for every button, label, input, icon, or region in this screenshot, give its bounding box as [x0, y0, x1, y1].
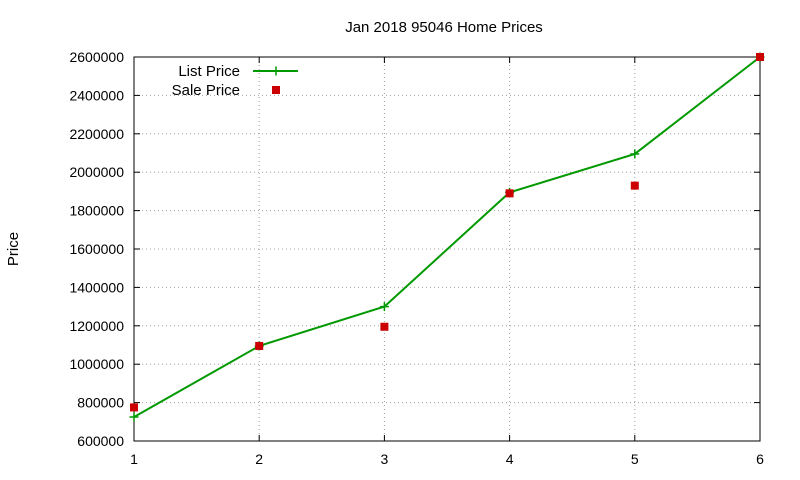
list-price-point	[630, 149, 640, 159]
y-axis-label: Price	[5, 232, 22, 266]
list-price-line	[133, 56, 761, 418]
x-tick-label: 5	[631, 451, 639, 467]
sale-price-point	[630, 181, 639, 190]
x-tick-label: 4	[506, 451, 514, 467]
y-tick-label: 2600000	[69, 49, 124, 65]
y-tick-label: 1400000	[69, 279, 124, 295]
series-1	[130, 53, 764, 412]
chart-title: Jan 2018 95046 Home Prices	[345, 19, 543, 36]
series-layer	[129, 52, 765, 422]
y-tick-label: 2200000	[69, 126, 124, 142]
y-tick-label: 600000	[77, 433, 124, 449]
y-tick-label: 2000000	[69, 164, 124, 180]
list-price-point	[271, 66, 281, 76]
y-tick-label: 2400000	[69, 87, 124, 103]
x-tick-label: 6	[756, 451, 764, 467]
sale-price-point	[756, 53, 764, 61]
legend-square-swatch	[272, 86, 280, 94]
series-0	[129, 52, 765, 422]
sale-price-point	[505, 189, 514, 198]
legend-label: List Price	[178, 63, 240, 80]
y-tick-label: 1600000	[69, 241, 124, 257]
axes	[133, 56, 761, 442]
y-tick-label: 1000000	[69, 356, 124, 372]
x-tick-label: 1	[130, 451, 138, 467]
y-tick-label: 800000	[77, 395, 124, 411]
tick-labels: 600000 800000 1000000 1200000 1400000 1600000…	[69, 49, 764, 467]
list-price-point	[379, 302, 389, 312]
y-tick-label: 1800000	[69, 203, 124, 219]
y-tick-label: 1200000	[69, 318, 124, 334]
sale-price-point	[130, 403, 138, 412]
sale-price-point	[255, 341, 264, 350]
list-price-point	[129, 412, 139, 422]
x-tick-label: 3	[381, 451, 389, 467]
legend-label: Sale Price	[172, 82, 240, 99]
legend: List Price Sale Price	[172, 63, 298, 99]
sale-price-point	[380, 322, 389, 331]
x-tick-label: 2	[255, 451, 263, 467]
